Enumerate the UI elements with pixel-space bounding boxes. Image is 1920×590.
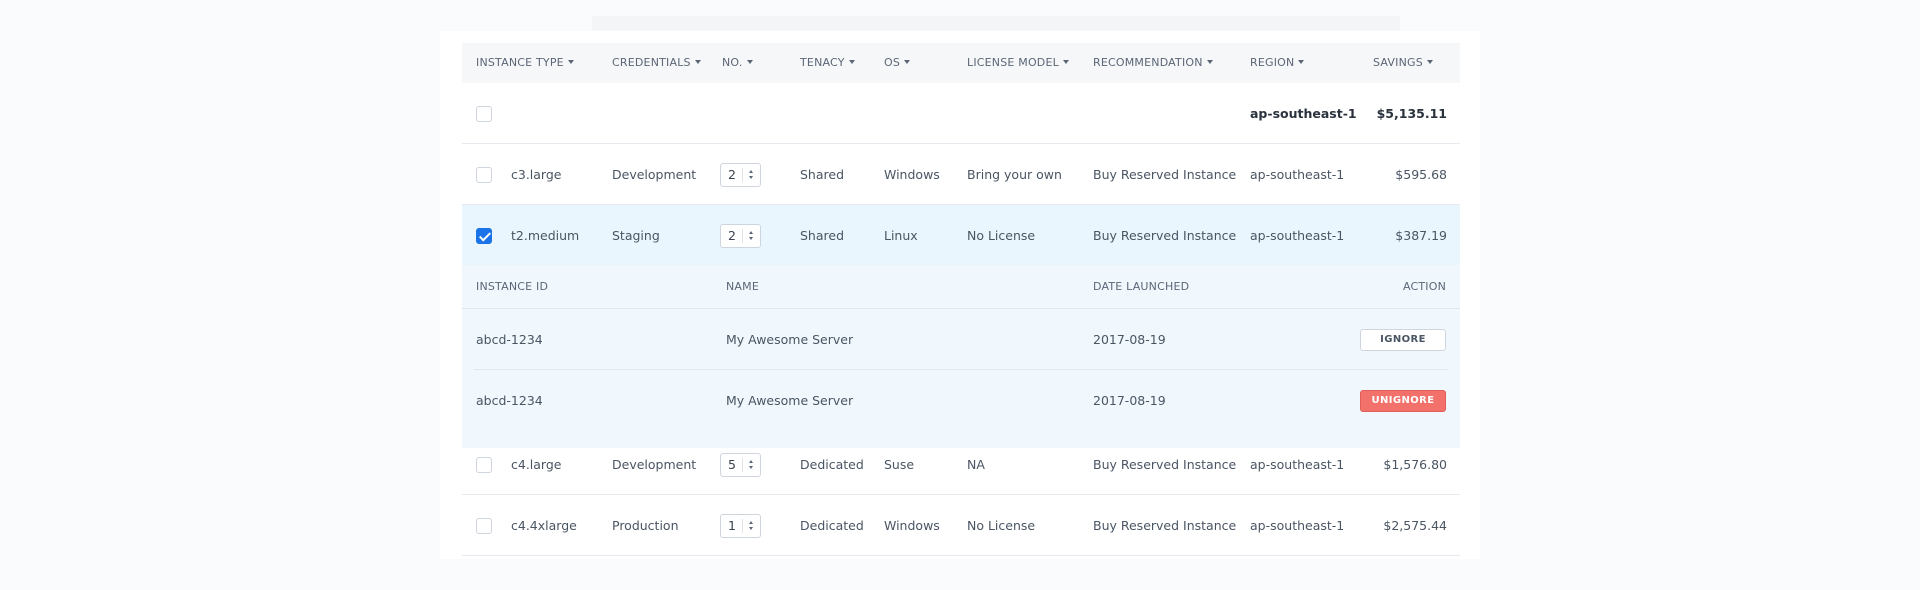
instance-type-cell: c3.large bbox=[511, 167, 562, 182]
quantity-value: 2 bbox=[728, 228, 736, 243]
region-cell: ap-southeast-1 bbox=[1250, 518, 1345, 533]
ignore-button[interactable]: IGNORE bbox=[1360, 329, 1446, 351]
column-header-region[interactable]: REGION bbox=[1250, 43, 1305, 83]
instance-id-cell: abcd-1234 bbox=[476, 393, 543, 408]
sort-caret-icon bbox=[904, 60, 911, 64]
instance-type-cell: c4.4xlarge bbox=[511, 518, 577, 533]
instance-type-cell: c4.large bbox=[511, 457, 562, 472]
tenacy-cell: Dedicated bbox=[800, 518, 864, 533]
column-header-tenacy[interactable]: TENACY bbox=[800, 43, 855, 83]
quantity-stepper[interactable]: 1 bbox=[720, 514, 761, 538]
table-row[interactable]: c4.4xlarge Production 1 Dedicated Window… bbox=[462, 495, 1460, 556]
row-checkbox-checked[interactable] bbox=[476, 228, 492, 244]
quantity-value: 5 bbox=[728, 457, 736, 472]
column-header-recommendation[interactable]: RECOMMENDATION bbox=[1093, 43, 1213, 83]
column-header-os[interactable]: OS bbox=[884, 43, 911, 83]
license-model-cell: No License bbox=[967, 228, 1036, 243]
increment-icon[interactable] bbox=[749, 460, 753, 463]
increment-icon[interactable] bbox=[749, 170, 753, 173]
decrement-icon[interactable] bbox=[749, 176, 753, 179]
increment-icon[interactable] bbox=[749, 521, 753, 524]
region-cell: ap-southeast-1 bbox=[1250, 228, 1345, 243]
license-model-cell: NA bbox=[967, 457, 985, 472]
column-header-no[interactable]: NO. bbox=[722, 43, 753, 83]
date-launched-cell: 2017-08-19 bbox=[1093, 332, 1166, 347]
unignore-button[interactable]: UNIGNORE bbox=[1360, 390, 1446, 412]
instances-table: INSTANCE TYPE CREDENTIALS NO. TENACY OS … bbox=[440, 31, 1480, 559]
table-row[interactable]: c4.large Development 5 Dedicated Suse NA… bbox=[462, 434, 1460, 495]
tenacy-cell: Dedicated bbox=[800, 457, 864, 472]
row-checkbox[interactable] bbox=[476, 457, 492, 473]
tenacy-cell: Shared bbox=[800, 228, 845, 243]
row-checkbox[interactable] bbox=[476, 167, 492, 183]
recommendation-cell: Buy Reserved Instance bbox=[1093, 457, 1237, 472]
quantity-stepper[interactable]: 2 bbox=[720, 224, 761, 248]
detail-header-instance-id: INSTANCE ID bbox=[476, 280, 549, 293]
row-checkbox[interactable] bbox=[476, 518, 492, 534]
decrement-icon[interactable] bbox=[749, 527, 753, 530]
os-cell: Windows bbox=[884, 518, 940, 533]
recommendation-cell: Buy Reserved Instance bbox=[1093, 167, 1237, 182]
tenacy-cell: Shared bbox=[800, 167, 845, 182]
instance-detail-subtable: INSTANCE ID NAME DATE LAUNCHED ACTION ab… bbox=[462, 265, 1460, 448]
os-cell: Suse bbox=[884, 457, 915, 472]
quantity-stepper[interactable]: 5 bbox=[720, 453, 761, 477]
column-header-license-model[interactable]: LICENSE MODEL bbox=[967, 43, 1069, 83]
select-all-checkbox[interactable] bbox=[476, 106, 492, 122]
sort-caret-icon bbox=[1206, 60, 1213, 64]
sort-caret-icon bbox=[746, 60, 753, 64]
decrement-icon[interactable] bbox=[749, 237, 753, 240]
column-header-instance-type[interactable]: INSTANCE TYPE bbox=[476, 43, 574, 83]
recommendation-cell: Buy Reserved Instance bbox=[1093, 518, 1237, 533]
region-cell: ap-southeast-1 bbox=[1250, 457, 1345, 472]
table-header: INSTANCE TYPE CREDENTIALS NO. TENACY OS … bbox=[462, 43, 1460, 83]
savings-cell: $387.19 bbox=[1395, 228, 1447, 243]
sort-caret-icon bbox=[1426, 60, 1433, 64]
license-model-cell: No License bbox=[967, 518, 1036, 533]
top-strip bbox=[592, 16, 1400, 30]
server-name-cell: My Awesome Server bbox=[726, 332, 854, 347]
sort-caret-icon bbox=[694, 60, 701, 64]
column-header-credentials[interactable]: CREDENTIALS bbox=[612, 43, 701, 83]
detail-header-name: NAME bbox=[726, 280, 759, 293]
summary-savings: $5,135.11 bbox=[1376, 106, 1447, 121]
table-row[interactable]: c3.large Development 2 Shared Windows Br… bbox=[462, 144, 1460, 205]
server-name-cell: My Awesome Server bbox=[726, 393, 854, 408]
savings-cell: $1,576.80 bbox=[1383, 457, 1447, 472]
credentials-cell: Staging bbox=[612, 228, 660, 243]
sort-caret-icon bbox=[567, 60, 574, 64]
os-cell: Windows bbox=[884, 167, 940, 182]
quantity-value: 2 bbox=[728, 167, 736, 182]
decrement-icon[interactable] bbox=[749, 466, 753, 469]
os-cell: Linux bbox=[884, 228, 918, 243]
recommendation-cell: Buy Reserved Instance bbox=[1093, 228, 1237, 243]
instance-type-cell: t2.medium bbox=[511, 228, 580, 243]
detail-row: abcd-1234 My Awesome Server 2017-08-19 I… bbox=[462, 309, 1460, 370]
sort-caret-icon bbox=[1062, 60, 1069, 64]
credentials-cell: Production bbox=[612, 518, 679, 533]
detail-header-action: ACTION bbox=[1402, 280, 1446, 293]
increment-icon[interactable] bbox=[749, 231, 753, 234]
credentials-cell: Development bbox=[612, 457, 697, 472]
summary-row: ap-southeast-1 $5,135.11 bbox=[462, 83, 1460, 144]
sort-caret-icon bbox=[848, 60, 855, 64]
date-launched-cell: 2017-08-19 bbox=[1093, 393, 1166, 408]
summary-region: ap-southeast-1 bbox=[1250, 106, 1357, 121]
detail-row: abcd-1234 My Awesome Server 2017-08-19 U… bbox=[462, 370, 1460, 431]
savings-cell: $595.68 bbox=[1395, 167, 1447, 182]
sort-caret-icon bbox=[1298, 60, 1305, 64]
detail-header-date-launched: DATE LAUNCHED bbox=[1093, 280, 1190, 293]
credentials-cell: Development bbox=[612, 167, 697, 182]
quantity-value: 1 bbox=[728, 518, 736, 533]
savings-cell: $2,575.44 bbox=[1383, 518, 1447, 533]
instance-id-cell: abcd-1234 bbox=[476, 332, 543, 347]
detail-header: INSTANCE ID NAME DATE LAUNCHED ACTION bbox=[462, 265, 1460, 309]
table-row-selected[interactable]: t2.medium Staging 2 Shared Linux No Lice… bbox=[462, 205, 1460, 265]
region-cell: ap-southeast-1 bbox=[1250, 167, 1345, 182]
column-header-savings[interactable]: SAVINGS bbox=[1373, 43, 1433, 83]
quantity-stepper[interactable]: 2 bbox=[720, 163, 761, 187]
license-model-cell: Bring your own bbox=[967, 167, 1062, 182]
